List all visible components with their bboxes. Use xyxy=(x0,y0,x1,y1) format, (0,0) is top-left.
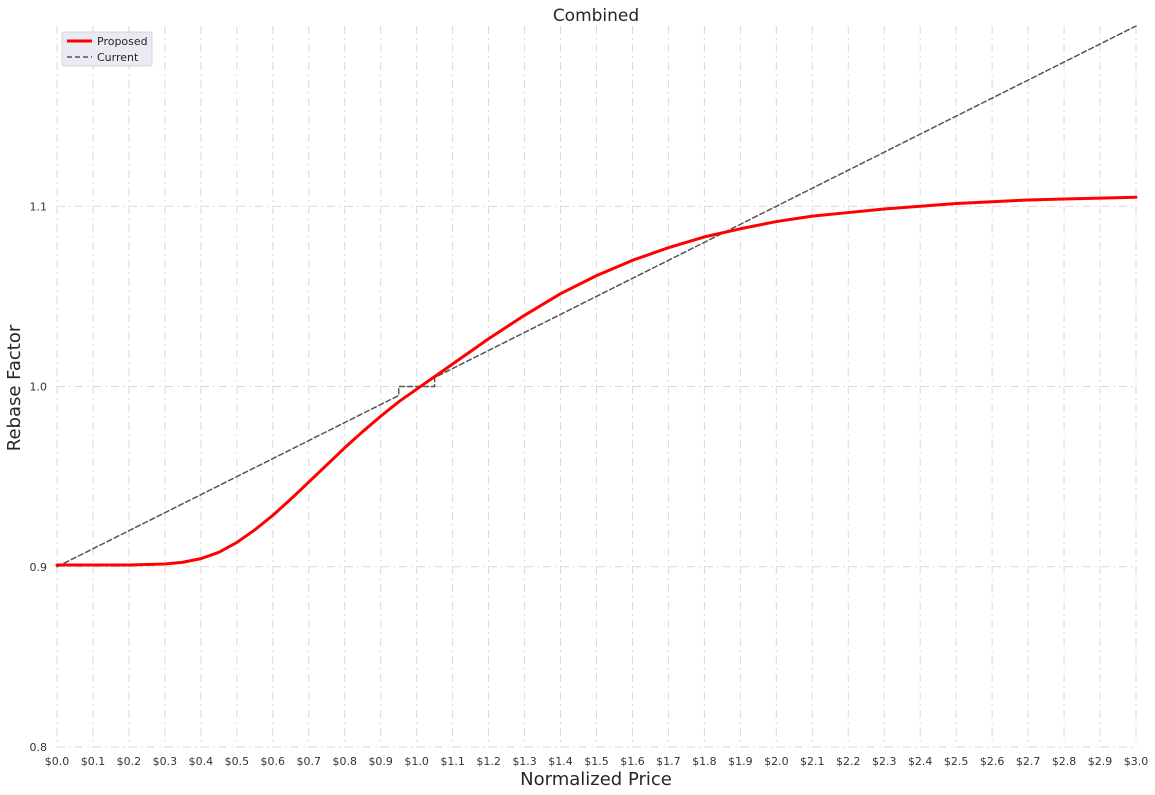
x-tick-label: $2.9 xyxy=(1088,755,1113,768)
y-tick-label: 0.8 xyxy=(30,741,48,754)
x-tick-label: $2.6 xyxy=(980,755,1005,768)
x-tick-label: $2.1 xyxy=(800,755,825,768)
x-tick-label: $1.1 xyxy=(440,755,465,768)
x-tick-label: $0.4 xyxy=(189,755,214,768)
y-axis-title: Rebase Factor xyxy=(4,324,25,451)
x-tick-label: $1.9 xyxy=(728,755,753,768)
x-tick-label: $2.3 xyxy=(872,755,897,768)
x-tick-label: $1.6 xyxy=(620,755,645,768)
x-axis-title: Normalized Price xyxy=(520,769,672,790)
y-tick-label: 1.0 xyxy=(30,381,48,394)
grid-lines xyxy=(56,26,1137,748)
x-tick-label: $2.7 xyxy=(1016,755,1041,768)
x-tick-label: $2.5 xyxy=(944,755,969,768)
x-tick-label: $1.2 xyxy=(476,755,501,768)
x-tick-label: $1.7 xyxy=(656,755,681,768)
x-tick-label: $1.3 xyxy=(512,755,537,768)
chart-title: Combined xyxy=(553,6,639,26)
x-tick-label: $0.7 xyxy=(297,755,322,768)
x-tick-label: $2.4 xyxy=(908,755,933,768)
x-tick-label: $1.8 xyxy=(692,755,717,768)
x-tick-label: $0.0 xyxy=(45,755,70,768)
x-tick-label: $0.3 xyxy=(153,755,178,768)
x-tick-label: $0.5 xyxy=(225,755,250,768)
x-tick-label: $2.8 xyxy=(1052,755,1077,768)
x-tick-label: $1.5 xyxy=(584,755,609,768)
legend: Proposed Current xyxy=(61,31,153,67)
x-tick-label: $3.0 xyxy=(1124,755,1149,768)
x-tick-label: $0.8 xyxy=(332,755,357,768)
x-tick-label: $0.9 xyxy=(368,755,393,768)
legend-label-current: Current xyxy=(97,51,139,64)
x-tick-label: $0.2 xyxy=(117,755,142,768)
y-tick-label: 1.1 xyxy=(30,200,48,213)
x-tick-label: $0.1 xyxy=(81,755,106,768)
series-lines xyxy=(55,25,1138,568)
y-tick-label: 0.9 xyxy=(30,561,48,574)
legend-label-proposed: Proposed xyxy=(97,35,148,48)
x-tick-label: $2.2 xyxy=(836,755,861,768)
series-line-current xyxy=(56,25,1137,568)
x-tick-label: $1.4 xyxy=(548,755,573,768)
x-tick-label: $0.6 xyxy=(261,755,286,768)
series-line-proposed xyxy=(55,195,1138,567)
x-tick-label: $1.0 xyxy=(404,755,429,768)
x-tick-label: $2.0 xyxy=(764,755,789,768)
tick-labels: $0.0 $0.1 $0.2 $0.3 $0.4 $0.5 $0.6 $0.7 $0.8 $0.9… xyxy=(30,200,1149,768)
